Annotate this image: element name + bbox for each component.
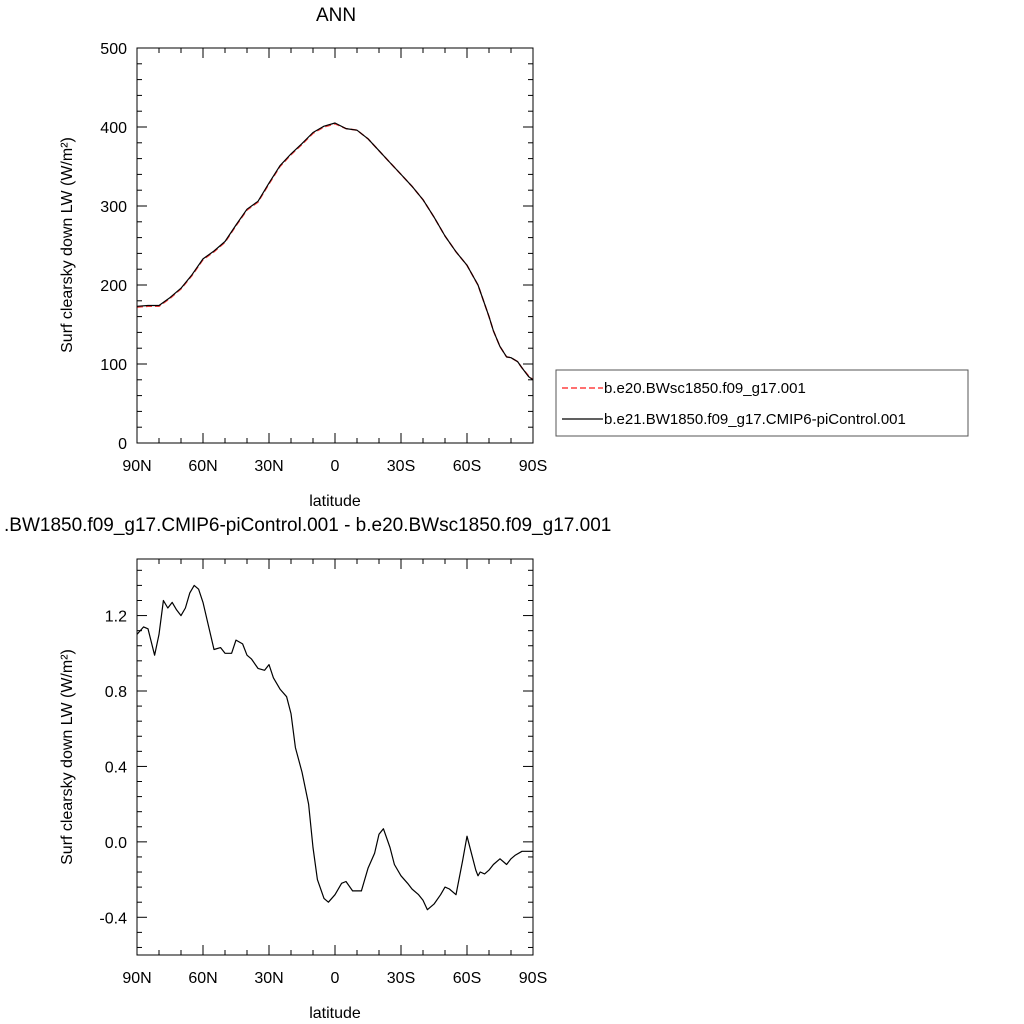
panel-top-x-axis-label: latitude xyxy=(309,493,361,510)
panel-top-y-tick-label: 200 xyxy=(100,278,127,295)
panel-top-series-line-1 xyxy=(136,123,534,381)
legend-box xyxy=(555,369,969,437)
panel-bottom-x-tick-label: 30S xyxy=(387,970,415,987)
panel-bottom-series-line-1 xyxy=(136,584,533,911)
panel-bottom-x-tick-label: 60S xyxy=(453,970,481,987)
panel-bottom-y-tick-label: 1.2 xyxy=(105,609,127,626)
panel-top-annual-mean: ANN 90N 60N 30N 0 30S 60S 90S0100200300400500 … xyxy=(59,5,969,510)
panel-bottom-y-tick-label: 0.8 xyxy=(105,684,127,701)
panel-bottom-x-tick-label: 90N xyxy=(122,970,151,987)
panel-top-ticks: 90N 60N 30N 0 30S 60S 90S 0 100 200 300 400 500 xyxy=(100,41,547,475)
panel-bottom-title: .BW1850.f09_g17.CMIP6-piControl.001 - b.… xyxy=(4,515,611,536)
legend: b.e20.BWsc1850.f09_g17.001 b.e21.BW1850.… xyxy=(555,369,969,437)
panel-bottom-y-tick-label: -0.4 xyxy=(99,910,127,927)
panel-bottom-x-tick-label: 90S xyxy=(519,970,547,987)
panel-top-plot-frame xyxy=(136,47,534,444)
panel-bottom-x-tick-label: 30N xyxy=(254,970,283,987)
panel-top-series-group xyxy=(136,122,534,381)
legend-label-series-2: b.e21.BW1850.f09_g17.CMIP6-piControl.001 xyxy=(604,411,906,428)
panel-top-x-tick-label: 30S xyxy=(387,458,415,475)
panel-top-y-tick-label: 400 xyxy=(100,120,127,137)
panel-bottom-series-group xyxy=(136,584,533,911)
panel-top-x-tick-label: 90N xyxy=(122,458,151,475)
panel-top-y-tick-label: 500 xyxy=(100,41,127,58)
legend-label-series-1: b.e20.BWsc1850.f09_g17.001 xyxy=(604,380,806,397)
panel-top-series-line-2 xyxy=(136,122,534,381)
panel-bottom-y-tick-label: 0.0 xyxy=(105,835,127,852)
panel-top-x-tick-label: 90S xyxy=(519,458,547,475)
panel-top-y-axis-label: Surf clearsky down LW (W/m²) xyxy=(59,137,76,353)
panel-top-x-tick-label: 60S xyxy=(453,458,481,475)
panel-bottom-x-axis-label: latitude xyxy=(309,1005,361,1022)
panel-top-y-tick-label: 100 xyxy=(100,357,127,374)
panel-bottom-x-tick-label: 0 xyxy=(331,970,340,987)
panel-top-title: ANN xyxy=(316,5,356,26)
panel-top-y-tick-label: 0 xyxy=(118,436,127,453)
panel-bottom-y-tick-label: 0.4 xyxy=(105,759,127,776)
panel-top-y-tick-label: 300 xyxy=(100,199,127,216)
panel-bottom-difference: .BW1850.f09_g17.CMIP6-piControl.001 - b.… xyxy=(4,515,611,1022)
panel-top-x-tick-label: 60N xyxy=(188,458,217,475)
panel-bottom-ticks: 90N 60N 30N 0 30S 60S 90S -0.4 0.0 0.4 0.8 1.2 xyxy=(99,559,547,987)
panel-top-x-tick-label: 30N xyxy=(254,458,283,475)
panel-top-x-tick-label: 0 xyxy=(331,458,340,475)
panel-bottom-y-axis-label: Surf clearsky down LW (W/m²) xyxy=(59,649,76,865)
panel-bottom-x-tick-label: 60N xyxy=(188,970,217,987)
